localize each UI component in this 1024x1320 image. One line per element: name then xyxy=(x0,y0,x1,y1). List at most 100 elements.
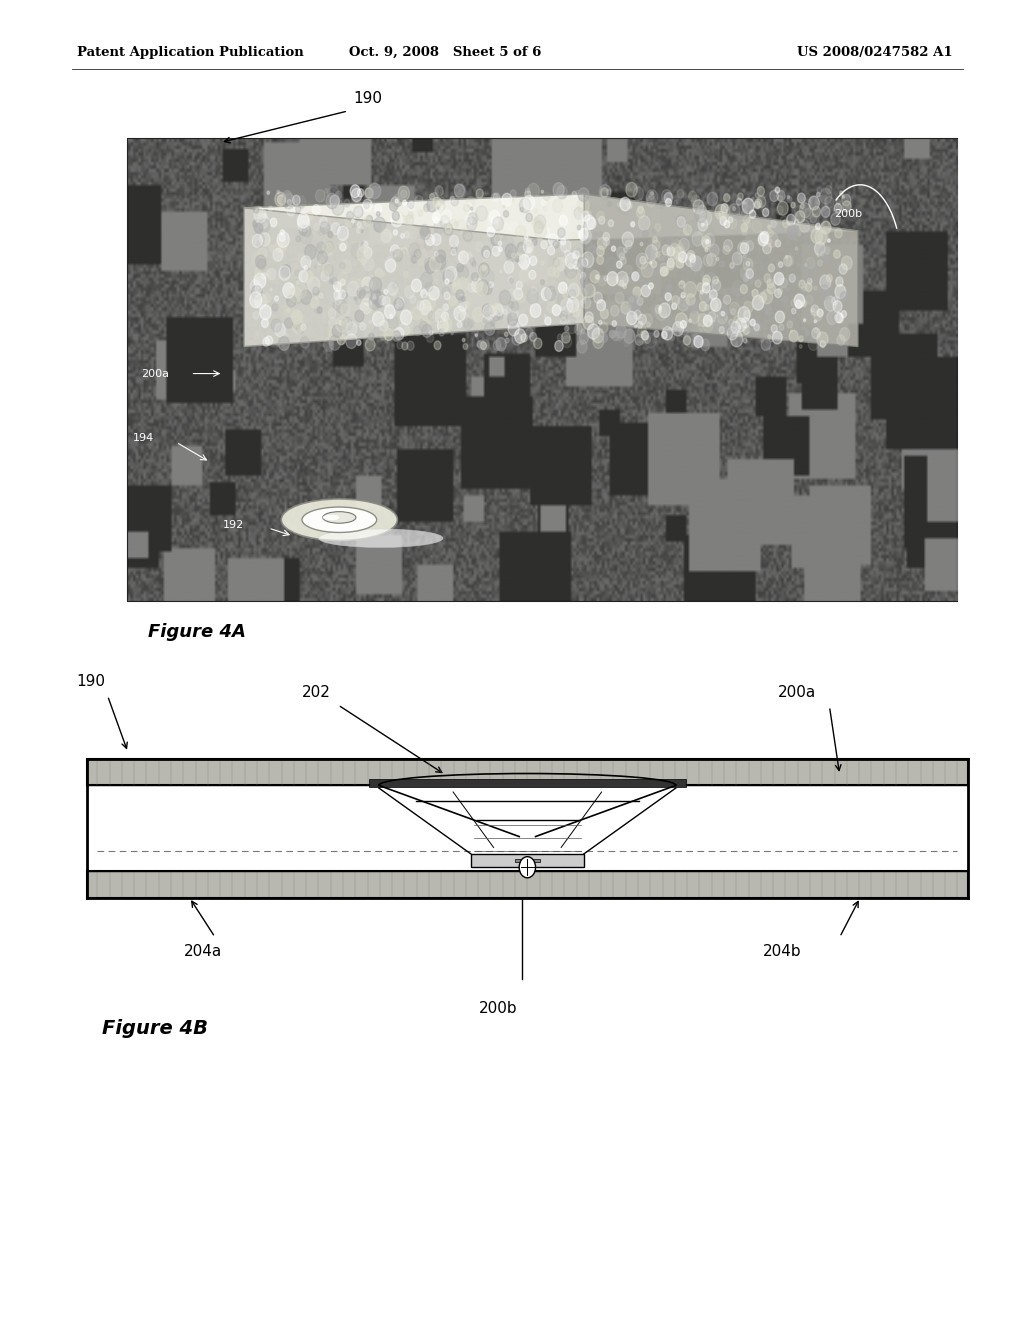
Circle shape xyxy=(572,191,577,197)
Circle shape xyxy=(738,325,741,329)
Circle shape xyxy=(566,319,578,334)
Circle shape xyxy=(743,310,751,319)
Circle shape xyxy=(456,219,467,235)
Circle shape xyxy=(344,199,350,207)
Circle shape xyxy=(817,331,828,346)
Circle shape xyxy=(479,265,487,276)
Circle shape xyxy=(548,246,555,255)
Circle shape xyxy=(602,238,605,243)
Circle shape xyxy=(743,255,745,259)
Circle shape xyxy=(811,309,814,312)
Circle shape xyxy=(690,305,696,313)
Circle shape xyxy=(819,247,830,261)
Circle shape xyxy=(652,236,657,243)
Circle shape xyxy=(380,321,388,331)
Circle shape xyxy=(567,272,578,285)
Circle shape xyxy=(547,302,556,313)
Circle shape xyxy=(582,282,593,296)
Circle shape xyxy=(346,334,357,348)
Circle shape xyxy=(300,228,312,244)
Circle shape xyxy=(750,210,756,218)
Circle shape xyxy=(433,312,441,322)
Circle shape xyxy=(423,294,427,298)
Circle shape xyxy=(583,239,592,251)
Circle shape xyxy=(610,305,620,317)
Circle shape xyxy=(519,857,536,878)
Circle shape xyxy=(463,338,465,342)
Circle shape xyxy=(490,234,500,246)
Circle shape xyxy=(662,331,667,338)
Circle shape xyxy=(728,319,734,326)
Circle shape xyxy=(281,194,285,198)
Circle shape xyxy=(740,285,748,293)
Circle shape xyxy=(578,322,586,333)
Circle shape xyxy=(778,261,782,268)
Circle shape xyxy=(755,201,760,209)
Circle shape xyxy=(568,284,580,297)
Circle shape xyxy=(401,342,408,350)
Circle shape xyxy=(786,226,798,240)
Circle shape xyxy=(369,333,374,341)
Circle shape xyxy=(340,243,346,251)
Circle shape xyxy=(509,301,514,308)
Circle shape xyxy=(361,260,366,265)
Circle shape xyxy=(651,304,657,313)
Circle shape xyxy=(458,265,468,279)
Bar xyxy=(89,785,966,871)
Text: 190: 190 xyxy=(77,675,105,689)
Circle shape xyxy=(791,330,793,333)
Circle shape xyxy=(323,312,332,323)
Circle shape xyxy=(616,247,625,257)
Circle shape xyxy=(814,286,817,290)
Circle shape xyxy=(553,199,562,213)
Circle shape xyxy=(459,301,467,312)
Circle shape xyxy=(365,247,367,249)
Circle shape xyxy=(741,223,748,232)
Circle shape xyxy=(745,240,754,251)
Circle shape xyxy=(409,243,420,256)
Circle shape xyxy=(434,252,438,256)
Circle shape xyxy=(278,232,290,247)
Circle shape xyxy=(743,301,753,313)
Circle shape xyxy=(799,327,808,339)
Circle shape xyxy=(434,222,444,234)
Circle shape xyxy=(377,289,380,293)
Circle shape xyxy=(414,326,422,335)
Circle shape xyxy=(415,195,423,206)
Circle shape xyxy=(749,267,756,276)
Circle shape xyxy=(526,238,532,246)
Text: 190: 190 xyxy=(353,91,382,106)
Circle shape xyxy=(607,202,611,206)
Circle shape xyxy=(790,275,796,282)
Circle shape xyxy=(817,253,819,256)
Circle shape xyxy=(433,197,441,209)
Circle shape xyxy=(599,321,602,325)
Circle shape xyxy=(703,279,709,285)
Circle shape xyxy=(274,323,286,337)
Circle shape xyxy=(482,305,495,319)
Circle shape xyxy=(680,321,686,329)
Circle shape xyxy=(655,252,659,257)
Circle shape xyxy=(367,190,374,199)
Circle shape xyxy=(250,280,260,292)
Circle shape xyxy=(798,263,801,265)
Circle shape xyxy=(710,317,715,323)
Circle shape xyxy=(369,321,372,323)
Circle shape xyxy=(820,275,830,289)
Circle shape xyxy=(724,296,731,305)
Circle shape xyxy=(373,312,384,326)
Circle shape xyxy=(477,280,489,296)
Circle shape xyxy=(632,269,641,281)
Circle shape xyxy=(475,334,477,337)
Circle shape xyxy=(527,248,530,252)
Circle shape xyxy=(276,343,279,346)
Circle shape xyxy=(673,247,684,261)
Circle shape xyxy=(755,199,762,209)
Ellipse shape xyxy=(323,515,339,520)
Circle shape xyxy=(633,187,644,201)
Circle shape xyxy=(291,285,293,288)
Circle shape xyxy=(367,215,373,223)
Circle shape xyxy=(738,306,750,322)
Circle shape xyxy=(684,281,696,297)
Circle shape xyxy=(296,296,301,304)
